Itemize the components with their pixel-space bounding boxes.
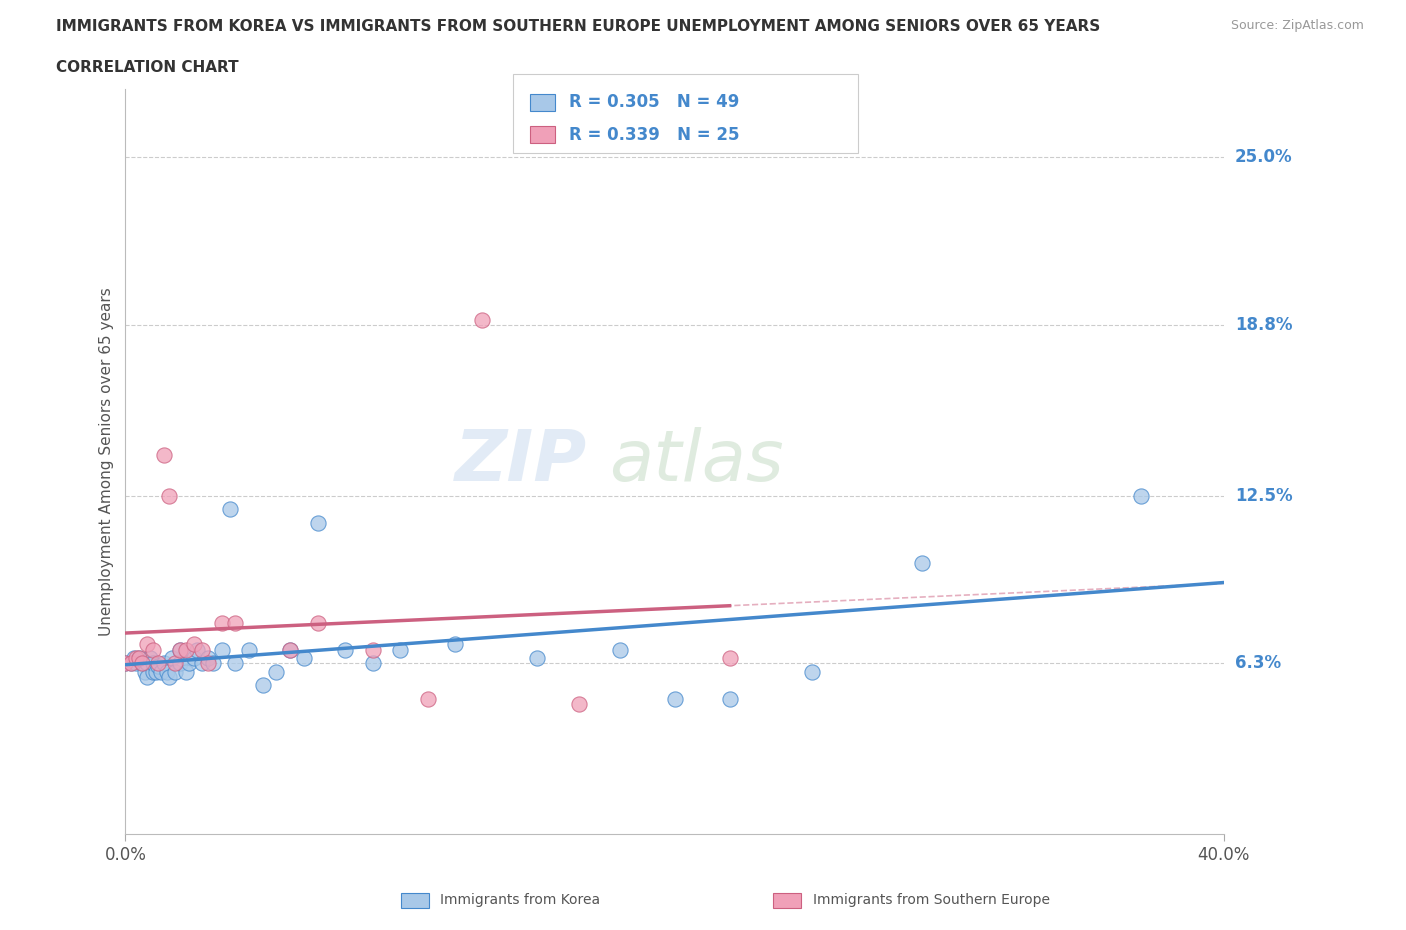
Point (292, 651, 315, 666)
Y-axis label: Unemployment Among Seniors over 65 years: Unemployment Among Seniors over 65 years (100, 287, 114, 636)
Point (169, 643, 191, 658)
Point (160, 651, 183, 666)
Text: Immigrants from Korea: Immigrants from Korea (440, 893, 600, 908)
Point (120, 656, 142, 671)
Point (150, 664, 173, 679)
Point (307, 515, 329, 530)
Point (224, 616, 246, 631)
Point (134, 664, 156, 679)
Point (278, 643, 301, 658)
Point (202, 656, 225, 671)
Point (186, 643, 208, 658)
Point (156, 664, 179, 679)
Point (114, 656, 136, 671)
Point (361, 643, 384, 658)
Point (183, 651, 205, 666)
Point (169, 643, 191, 658)
Point (177, 656, 200, 671)
Point (163, 664, 186, 679)
Point (307, 616, 329, 631)
Text: 25.0%: 25.0% (1234, 148, 1292, 166)
Point (145, 664, 167, 679)
Point (153, 656, 176, 671)
Point (142, 643, 165, 658)
Point (911, 556, 934, 571)
Point (191, 643, 214, 658)
Point (131, 656, 153, 671)
Point (191, 656, 214, 671)
Point (136, 656, 159, 671)
Text: 12.5%: 12.5% (1234, 486, 1292, 505)
Point (197, 651, 219, 666)
Point (122, 651, 145, 666)
Point (163, 656, 186, 671)
Point (114, 656, 136, 671)
Point (142, 664, 165, 679)
Point (148, 656, 170, 671)
Point (471, 312, 494, 327)
Point (664, 691, 686, 706)
Text: 6.3%: 6.3% (1234, 655, 1281, 672)
Point (142, 656, 165, 671)
Point (800, 664, 823, 679)
Point (609, 643, 631, 658)
Point (128, 651, 150, 666)
Point (266, 664, 288, 679)
Text: Immigrants from Southern Europe: Immigrants from Southern Europe (813, 893, 1050, 908)
Point (416, 691, 439, 706)
Point (224, 656, 246, 671)
Point (157, 670, 180, 684)
Point (718, 651, 741, 666)
Point (211, 643, 233, 658)
Point (361, 656, 384, 671)
Text: R = 0.305   N = 49: R = 0.305 N = 49 (569, 93, 740, 112)
Point (153, 447, 176, 462)
Point (278, 643, 301, 658)
Point (174, 664, 197, 679)
Point (238, 643, 260, 658)
Point (183, 637, 205, 652)
Text: IMMIGRANTS FROM KOREA VS IMMIGRANTS FROM SOUTHERN EUROPE UNEMPLOYMENT AMONG SENI: IMMIGRANTS FROM KOREA VS IMMIGRANTS FROM… (56, 19, 1101, 33)
Point (197, 656, 219, 671)
Point (136, 670, 159, 684)
Point (718, 691, 741, 706)
Point (444, 637, 467, 652)
Text: R = 0.339   N = 25: R = 0.339 N = 25 (569, 126, 740, 144)
Point (157, 488, 180, 503)
Text: ZIP: ZIP (454, 427, 586, 497)
Point (567, 697, 589, 711)
Point (174, 643, 197, 658)
Point (120, 656, 142, 671)
Point (128, 651, 150, 666)
Text: atlas: atlas (609, 427, 783, 497)
Point (1130, 488, 1153, 503)
Text: CORRELATION CHART: CORRELATION CHART (56, 60, 239, 75)
Point (125, 656, 148, 671)
Point (131, 656, 153, 671)
Text: Source: ZipAtlas.com: Source: ZipAtlas.com (1230, 19, 1364, 32)
Point (125, 651, 148, 666)
Point (211, 616, 233, 631)
Point (139, 651, 162, 666)
Text: 18.8%: 18.8% (1234, 316, 1292, 334)
Point (148, 658, 170, 673)
Point (389, 643, 412, 658)
Point (333, 643, 356, 658)
Point (252, 678, 274, 693)
Point (218, 501, 240, 516)
Point (136, 637, 159, 652)
Point (169, 656, 191, 671)
Point (526, 651, 548, 666)
